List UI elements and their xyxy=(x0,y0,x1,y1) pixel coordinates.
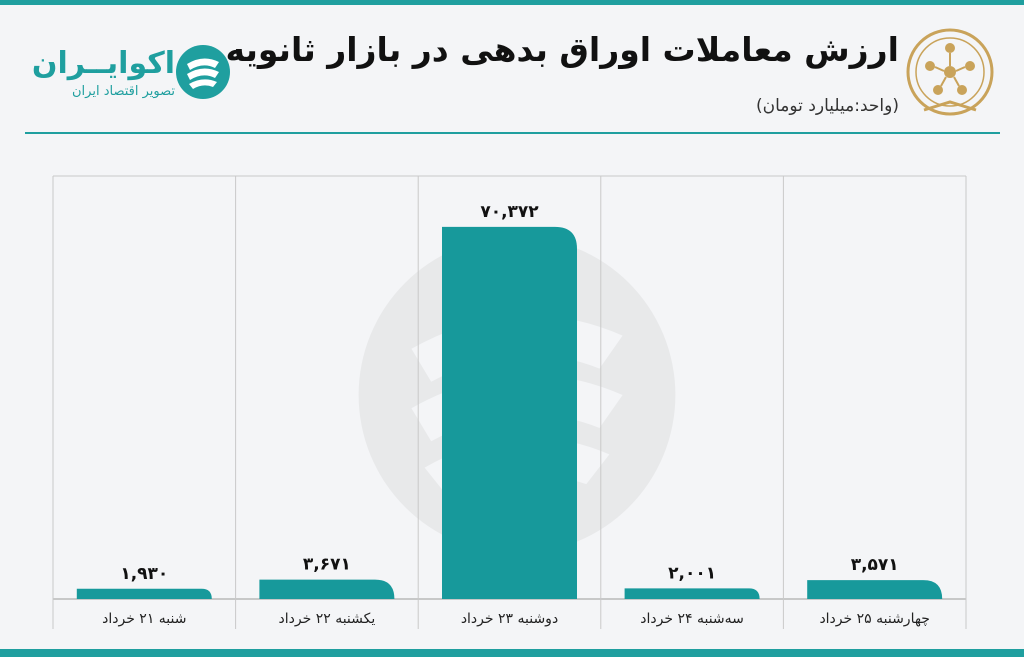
brand-logo: اکوایــران تصویر اقتصاد ایران xyxy=(25,40,235,110)
category-label-5: چهارشنبه ۲۵ خرداد xyxy=(819,611,930,627)
bar-4 xyxy=(624,588,760,599)
brand-name: اکوایــران xyxy=(31,46,175,81)
header-divider xyxy=(25,132,1000,134)
page-title: ارزش معاملات اوراق بدهی در بازار ثانویه xyxy=(225,30,899,69)
bar-2 xyxy=(259,579,395,599)
data-label-2: ۳,۶۷۱ xyxy=(303,555,351,575)
data-label-3: ۷۰,۳۷۲ xyxy=(480,202,539,222)
bar-3 xyxy=(442,226,577,599)
top-accent-stripe xyxy=(0,0,1024,5)
exchange-seal-icon xyxy=(906,28,994,116)
bar-5 xyxy=(807,580,943,599)
category-label-1: شنبه ۲۱ خرداد xyxy=(102,611,186,627)
unit-subtitle: (واحد:میلیارد تومان) xyxy=(756,96,899,116)
data-label-4: ۲,۰۰۱ xyxy=(668,563,716,583)
brand-tagline: تصویر اقتصاد ایران xyxy=(72,84,175,99)
bottom-accent-stripe xyxy=(0,649,1024,657)
ecoiran-logo-icon xyxy=(176,45,230,99)
data-label-5: ۳,۵۷۱ xyxy=(851,555,899,575)
data-label-1: ۱,۹۳۰ xyxy=(120,564,168,584)
bar-1 xyxy=(76,588,212,599)
category-label-4: سه‌شنبه ۲۴ خرداد xyxy=(640,611,744,627)
category-label-2: یکشنبه ۲۲ خرداد xyxy=(279,611,376,627)
category-label-3: دوشنبه ۲۳ خرداد xyxy=(461,611,558,627)
